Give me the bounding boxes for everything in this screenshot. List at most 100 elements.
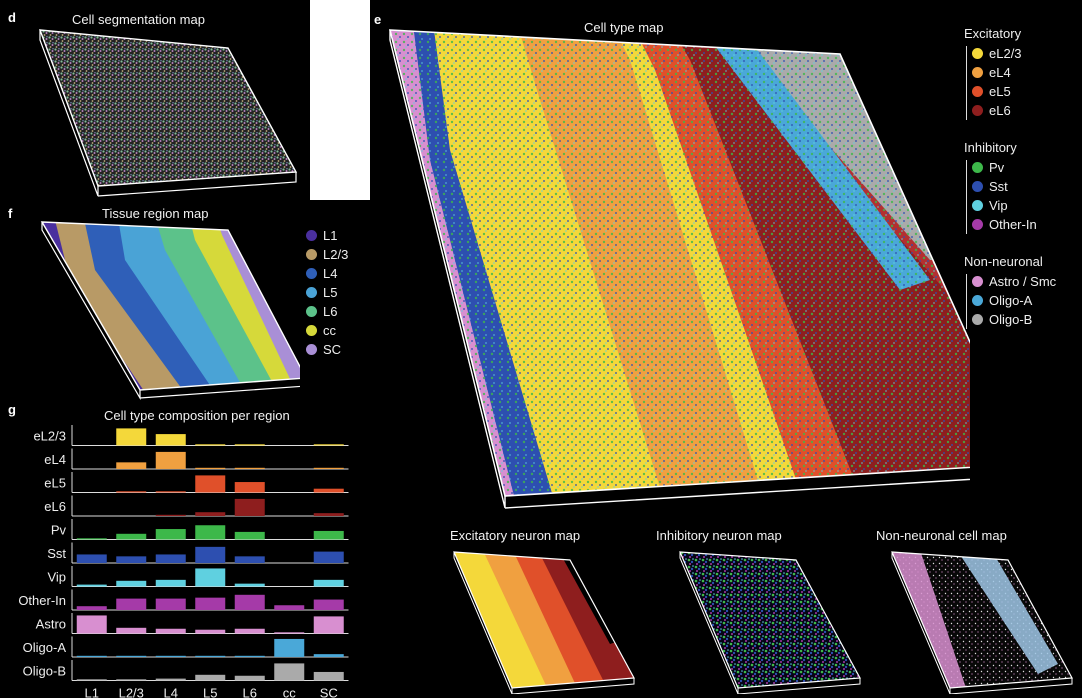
celltype-legend-item: Astro / Smc	[972, 274, 1056, 289]
row-label: Other-In	[18, 593, 66, 608]
category-label: L5	[203, 686, 217, 698]
bar	[195, 655, 226, 657]
legend-swatch	[972, 276, 983, 287]
region-legend-item: cc	[306, 323, 336, 338]
category-label: cc	[283, 686, 297, 698]
excitatory-map-title: Excitatory neuron map	[450, 528, 581, 543]
bar	[234, 675, 265, 681]
panel-d: d Cell segmentation map	[0, 0, 310, 200]
row-label: eL5	[44, 476, 66, 491]
panel-label-g: g	[8, 402, 16, 417]
bar	[116, 655, 147, 657]
legend-label: Vip	[989, 198, 1008, 213]
legend-swatch	[972, 219, 983, 230]
celltype-legend-item: Vip	[972, 198, 1008, 213]
panel-e: e Cell type map Excitatory eL2/	[370, 0, 1082, 698]
bar	[234, 655, 265, 657]
bar	[76, 655, 107, 657]
category-label: L2/3	[119, 686, 144, 698]
bar	[313, 616, 344, 634]
bar	[155, 655, 186, 657]
bar	[155, 434, 186, 446]
panel-label-d: d	[8, 10, 16, 25]
legend-bracket-line	[966, 46, 967, 120]
row-label: Oligo-A	[23, 640, 67, 655]
bar	[313, 551, 344, 563]
celltype-legend-item: eL5	[972, 84, 1011, 99]
legend-label: Pv	[989, 160, 1005, 175]
region-legend-item: L2/3	[306, 247, 348, 262]
panel-f: f Tissue region map L1 L2/3 L4 L5 L6 cc SC	[0, 200, 370, 400]
legend-label: Sst	[989, 179, 1008, 194]
bar	[313, 654, 344, 657]
bar	[195, 525, 226, 540]
celltype-legend-item: eL2/3	[972, 46, 1022, 61]
category-label: SC	[320, 686, 338, 698]
bar	[116, 462, 147, 469]
legend-swatch	[306, 249, 317, 260]
bar	[116, 491, 147, 493]
bar	[234, 467, 265, 469]
bar	[195, 475, 226, 493]
legend-group-heading: Non-neuronal	[964, 254, 1043, 269]
legend-swatch	[972, 67, 983, 78]
bar	[195, 597, 226, 610]
panel-title-f: Tissue region map	[102, 206, 209, 221]
bar	[76, 615, 107, 634]
bar	[76, 584, 107, 587]
bar	[313, 488, 344, 493]
legend-label: Other-In	[989, 217, 1037, 232]
bar	[155, 451, 186, 469]
celltype-legend-item: eL6	[972, 103, 1011, 118]
row-label: Oligo-B	[23, 664, 66, 679]
region-legend-item: L4	[306, 266, 337, 281]
inhibitory-neuron-map-image	[679, 551, 861, 694]
region-legend-item: L5	[306, 285, 337, 300]
tissue-region-map-image	[40, 221, 300, 400]
bar	[76, 679, 107, 681]
bar	[313, 599, 344, 610]
row-label: Pv	[51, 523, 67, 538]
bar	[195, 568, 226, 587]
bar	[116, 580, 147, 587]
region-legend-item: L6	[306, 304, 337, 319]
bar	[195, 444, 226, 446]
legend-label: eL2/3	[989, 46, 1022, 61]
celltype-legend-item: Sst	[972, 179, 1008, 194]
bar	[116, 428, 147, 446]
legend-swatch	[972, 295, 983, 306]
legend-label: Oligo-B	[989, 312, 1033, 327]
legend-swatch	[306, 230, 317, 241]
legend-group-heading: Inhibitory	[964, 140, 1017, 155]
bar	[195, 467, 226, 469]
legend-swatch	[972, 105, 983, 116]
bar	[313, 579, 344, 587]
legend-label: SC	[323, 342, 342, 357]
bar	[313, 513, 344, 516]
row-label: Vip	[47, 570, 66, 585]
bar	[155, 514, 186, 516]
bar	[234, 594, 265, 610]
bar	[116, 556, 147, 563]
region-legend-item: L1	[306, 228, 337, 243]
legend-swatch	[306, 306, 317, 317]
legend-swatch	[972, 181, 983, 192]
inhibitory-map-title: Inhibitory neuron map	[656, 528, 782, 543]
panel-label-f: f	[8, 206, 13, 221]
row-label: eL4	[44, 452, 66, 467]
region-legend-item: SC	[306, 342, 341, 357]
legend-swatch	[972, 200, 983, 211]
legend-label: Astro / Smc	[989, 274, 1057, 289]
legend-swatch	[306, 287, 317, 298]
legend-swatch	[306, 344, 317, 355]
legend-label: eL6	[989, 103, 1011, 118]
legend-swatch	[972, 48, 983, 59]
bar	[195, 674, 226, 681]
celltype-legend-item: Pv	[972, 160, 1004, 175]
legend-label: L6	[323, 304, 338, 319]
bar	[155, 628, 186, 634]
bar	[195, 512, 226, 516]
bar	[234, 444, 265, 446]
bar	[234, 628, 265, 634]
bar	[195, 546, 226, 563]
